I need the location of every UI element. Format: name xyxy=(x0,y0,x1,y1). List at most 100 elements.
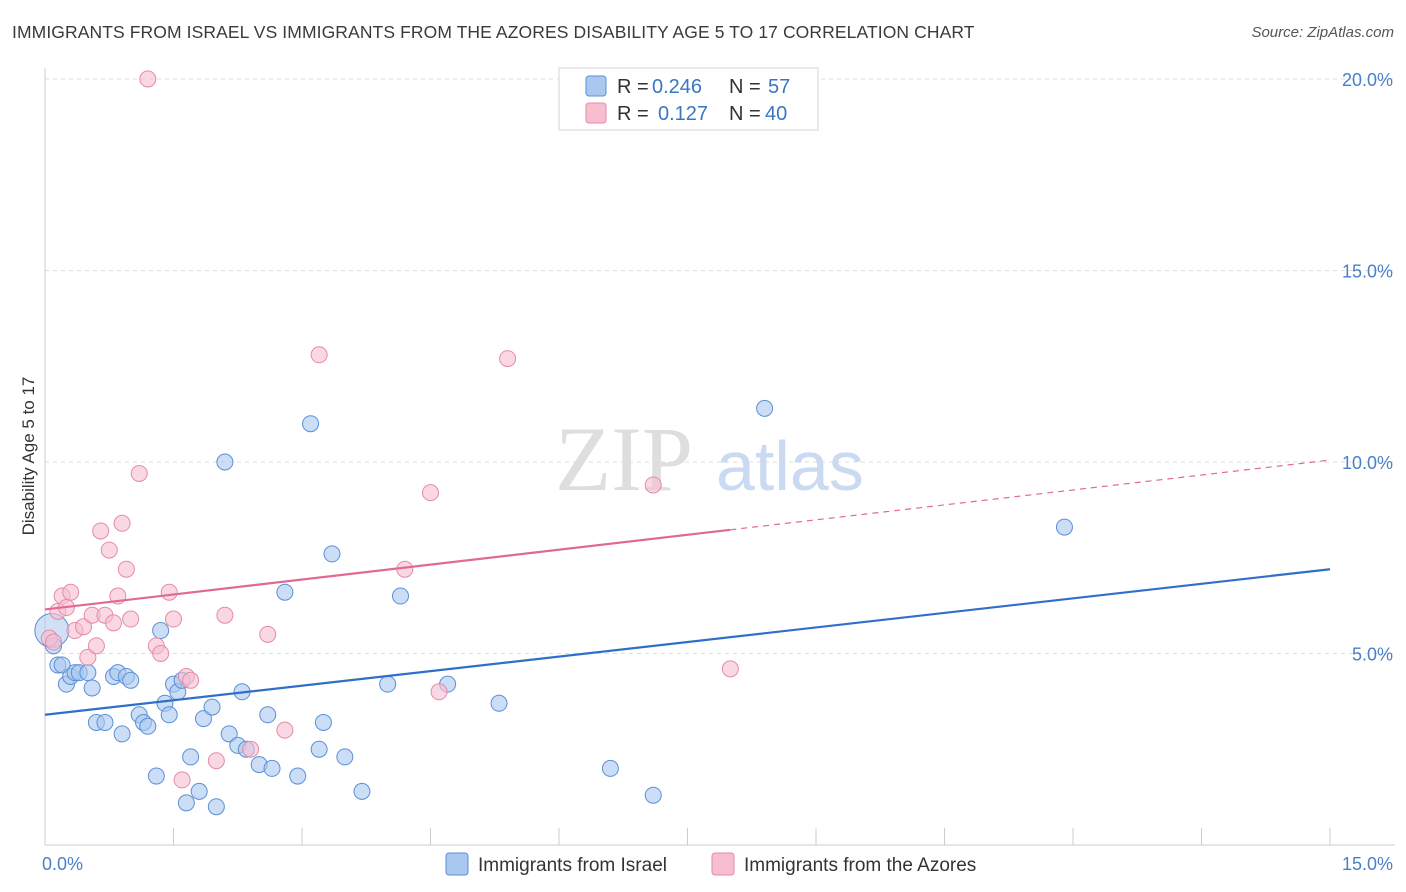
point-israel xyxy=(392,587,410,605)
point-azores xyxy=(117,560,135,578)
point-israel xyxy=(644,786,662,804)
point-israel xyxy=(83,679,101,697)
point-azores xyxy=(100,541,118,559)
point-azores xyxy=(152,645,170,662)
y-tick-label-15: 15.0% xyxy=(1342,262,1393,282)
point-israel xyxy=(310,740,328,758)
legend-r-label-israel: R = xyxy=(617,76,649,98)
point-azores xyxy=(92,522,110,540)
point-azores xyxy=(113,514,131,532)
chart-title: IMMIGRANTS FROM ISRAEL VS IMMIGRANTS FRO… xyxy=(12,22,975,42)
point-azores xyxy=(105,614,123,632)
point-israel xyxy=(220,725,238,743)
bottom-legend-label-azores: Immigrants from the Azores xyxy=(744,855,976,876)
point-israel xyxy=(601,759,619,777)
point-azores xyxy=(139,70,157,88)
legend-swatch-azores xyxy=(585,102,607,124)
trendlines xyxy=(44,459,1331,716)
point-azores xyxy=(310,346,328,364)
watermark: ZIP atlas xyxy=(555,408,864,510)
legend-r-label-azores: R = xyxy=(617,103,649,125)
gridlines xyxy=(45,78,1395,654)
point-israel xyxy=(276,583,294,601)
series-azores-points xyxy=(40,70,739,789)
bottom-legend-swatch-azores xyxy=(711,852,735,876)
legend-r-azores: 0.127 xyxy=(658,103,708,125)
legend-n-label-israel: N = xyxy=(729,76,761,98)
point-israel xyxy=(190,782,208,800)
point-azores xyxy=(644,476,662,494)
trendline-azores xyxy=(44,528,731,611)
point-israel xyxy=(79,664,97,682)
point-azores xyxy=(216,606,234,624)
point-azores xyxy=(721,660,739,678)
point-israel xyxy=(147,767,165,785)
legend-r-israel: 0.246 xyxy=(652,76,702,98)
point-israel xyxy=(216,453,234,471)
point-israel xyxy=(177,794,195,812)
y-tick-label-10: 10.0% xyxy=(1342,453,1393,473)
trendline-azores-extrapolated xyxy=(730,459,1331,531)
point-israel xyxy=(302,415,320,433)
point-azores xyxy=(430,683,448,701)
point-israel xyxy=(314,713,332,731)
point-israel xyxy=(756,399,774,417)
point-israel xyxy=(323,545,341,563)
point-israel xyxy=(113,725,131,743)
point-israel xyxy=(53,656,71,674)
point-azores xyxy=(207,752,225,770)
point-azores xyxy=(62,583,80,601)
y-axis-label: Disability Age 5 to 17 xyxy=(19,377,38,536)
bottom-legend-swatch-israel xyxy=(445,852,469,876)
point-azores xyxy=(79,648,97,666)
point-azores xyxy=(242,740,260,758)
bottom-legend: Immigrants from Israel Immigrants from t… xyxy=(445,852,976,876)
point-israel xyxy=(96,713,114,731)
y-axis-tick-labels: 5.0% 10.0% 15.0% 20.0% xyxy=(1342,70,1393,665)
point-azores xyxy=(182,671,200,689)
point-azores xyxy=(122,610,140,628)
point-israel xyxy=(259,706,277,724)
point-azores xyxy=(87,637,105,655)
point-azores xyxy=(499,350,517,368)
x-axis-ticks xyxy=(173,828,1331,845)
point-azores xyxy=(160,583,178,601)
point-israel xyxy=(194,710,212,728)
point-israel xyxy=(139,717,157,735)
point-azores xyxy=(45,633,63,651)
bottom-legend-label-israel: Immigrants from Israel xyxy=(478,855,667,876)
trendline-israel xyxy=(44,568,1331,716)
legend-n-label-azores: N = xyxy=(729,103,761,125)
y-tick-label-20: 20.0% xyxy=(1342,70,1393,90)
point-azores xyxy=(173,771,191,789)
point-israel xyxy=(207,798,225,816)
point-azores xyxy=(75,618,93,636)
watermark-zip: ZIP xyxy=(555,408,693,510)
point-israel xyxy=(203,698,221,716)
point-israel xyxy=(353,782,371,800)
point-israel xyxy=(379,675,397,693)
x-tick-label-min: 0.0% xyxy=(42,854,83,874)
y-tick-label-5: 5.0% xyxy=(1352,645,1393,665)
point-azores xyxy=(259,625,277,643)
point-israel xyxy=(289,767,307,785)
point-israel xyxy=(160,706,178,724)
point-israel xyxy=(152,622,170,640)
x-tick-label-max: 15.0% xyxy=(1342,854,1393,874)
watermark-atlas: atlas xyxy=(716,427,864,505)
point-azores xyxy=(130,464,148,482)
point-israel xyxy=(122,671,140,689)
point-azores xyxy=(422,484,439,502)
legend-box: R = 0.246 N = 57 R = 0.127 N = 40 xyxy=(558,67,819,131)
point-israel xyxy=(1055,518,1073,536)
point-israel xyxy=(182,748,200,766)
point-israel xyxy=(490,694,508,712)
point-israel xyxy=(263,759,281,777)
source-credit: Source: ZipAtlas.com xyxy=(1251,24,1394,41)
point-azores xyxy=(165,610,182,628)
legend-n-israel: 57 xyxy=(768,76,790,98)
legend-swatch-israel xyxy=(585,75,607,97)
series-israel-points xyxy=(34,399,1073,816)
point-azores xyxy=(276,721,294,739)
